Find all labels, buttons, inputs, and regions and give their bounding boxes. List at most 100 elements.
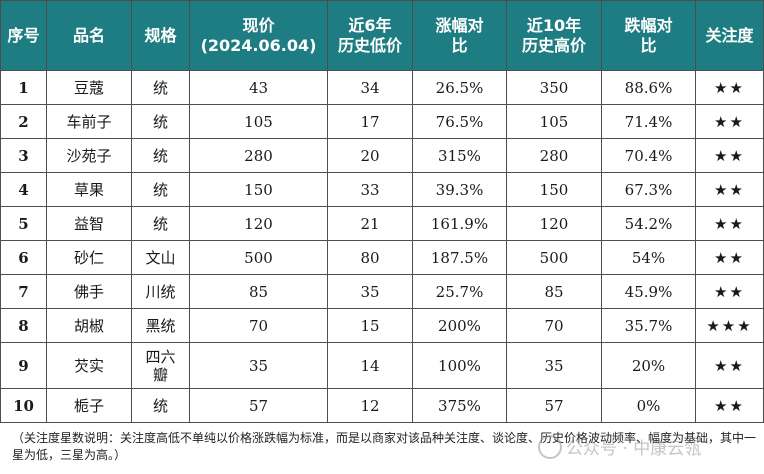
cell-attention-stars: ★★ — [695, 104, 764, 139]
cell-attention-stars: ★★ — [695, 240, 764, 275]
cell-10yr-high: 150 — [506, 172, 602, 207]
cell-spec: 统 — [131, 172, 190, 207]
cell-attention-stars: ★★ — [695, 274, 764, 309]
cell-rise: 375% — [412, 388, 507, 423]
table-row: 8 胡椒 黑统 70 15 200% 70 35.7% ★★★ — [0, 308, 764, 343]
cell-fall: 0% — [601, 388, 696, 423]
cell-fall: 71.4% — [601, 104, 696, 139]
table-row: 1 豆蔻 统 43 34 26.5% 350 88.6% ★★ — [0, 70, 764, 105]
cell-current-price: 105 — [189, 104, 328, 139]
cell-name: 胡椒 — [46, 308, 132, 343]
cell-attention-stars: ★★★ — [695, 308, 764, 343]
cell-no: 4 — [0, 172, 47, 207]
cell-name: 佛手 — [46, 274, 132, 309]
cell-10yr-high: 57 — [506, 388, 602, 423]
header-attention: 关注度 — [695, 0, 764, 71]
attention-rating-note: （关注度星数说明：关注度高低不单纯以价格涨跌幅为标准，而是以商家对该品种关注度、… — [12, 431, 757, 462]
cell-rise: 200% — [412, 308, 507, 343]
cell-6yr-low: 15 — [327, 308, 413, 343]
cell-10yr-high: 85 — [506, 274, 602, 309]
cell-current-price: 35 — [189, 342, 328, 389]
cell-spec: 四六瓣 — [131, 342, 190, 389]
cell-spec: 统 — [131, 138, 190, 173]
cell-spec: 川统 — [131, 274, 190, 309]
header-6yr-low: 近6年 历史低价 — [327, 0, 413, 71]
cell-fall: 20% — [601, 342, 696, 389]
cell-no: 5 — [0, 206, 47, 241]
cell-fall: 70.4% — [601, 138, 696, 173]
cell-spec: 黑统 — [131, 308, 190, 343]
watermark: 公众号 · 中康云瓴 — [538, 434, 701, 459]
cell-no: 7 — [0, 274, 47, 309]
cell-6yr-low: 80 — [327, 240, 413, 275]
cell-10yr-high: 120 — [506, 206, 602, 241]
price-comparison-table: 序号 品名 规格 现价 (2024.06.04) 近6年 历史低价 涨幅对比 近10… — [0, 0, 764, 423]
cell-6yr-low: 14 — [327, 342, 413, 389]
cell-spec: 统 — [131, 388, 190, 423]
cell-rise: 315% — [412, 138, 507, 173]
cell-10yr-high: 35 — [506, 342, 602, 389]
header-name: 品名 — [46, 0, 132, 71]
cell-no: 10 — [0, 388, 47, 423]
cell-rise: 39.3% — [412, 172, 507, 207]
cell-attention-stars: ★★ — [695, 70, 764, 105]
table-row: 5 益智 统 120 21 161.9% 120 54.2% ★★ — [0, 206, 764, 241]
cell-fall: 54% — [601, 240, 696, 275]
header-spec: 规格 — [131, 0, 190, 71]
cell-current-price: 150 — [189, 172, 328, 207]
cell-6yr-low: 33 — [327, 172, 413, 207]
cell-6yr-low: 35 — [327, 274, 413, 309]
watermark-logo-icon — [538, 434, 562, 459]
cell-fall: 67.3% — [601, 172, 696, 207]
cell-attention-stars: ★★ — [695, 206, 764, 241]
cell-rise: 187.5% — [412, 240, 507, 275]
cell-fall: 88.6% — [601, 70, 696, 105]
header-row: 序号 品名 规格 现价 (2024.06.04) 近6年 历史低价 涨幅对比 近10… — [0, 0, 764, 71]
header-fall-compare: 跌幅对比 — [601, 0, 696, 71]
cell-spec: 文山 — [131, 240, 190, 275]
cell-name: 车前子 — [46, 104, 132, 139]
cell-name: 草果 — [46, 172, 132, 207]
cell-no: 2 — [0, 104, 47, 139]
cell-current-price: 280 — [189, 138, 328, 173]
cell-spec: 统 — [131, 104, 190, 139]
cell-6yr-low: 12 — [327, 388, 413, 423]
table-row: 6 砂仁 文山 500 80 187.5% 500 54% ★★ — [0, 240, 764, 275]
cell-name: 芡实 — [46, 342, 132, 389]
cell-6yr-low: 21 — [327, 206, 413, 241]
cell-spec: 统 — [131, 206, 190, 241]
table-row: 10 栀子 统 57 12 375% 57 0% ★★ — [0, 388, 764, 423]
cell-10yr-high: 70 — [506, 308, 602, 343]
cell-fall: 54.2% — [601, 206, 696, 241]
header-rise-compare: 涨幅对比 — [412, 0, 507, 71]
cell-no: 1 — [0, 70, 47, 105]
cell-10yr-high: 350 — [506, 70, 602, 105]
cell-name: 砂仁 — [46, 240, 132, 275]
cell-no: 6 — [0, 240, 47, 275]
cell-attention-stars: ★★ — [695, 172, 764, 207]
cell-attention-stars: ★★ — [695, 342, 764, 389]
table-row: 9 芡实 四六瓣 35 14 100% 35 20% ★★ — [0, 342, 764, 389]
cell-name: 沙苑子 — [46, 138, 132, 173]
cell-10yr-high: 280 — [506, 138, 602, 173]
header-10yr-high: 近10年 历史高价 — [506, 0, 602, 71]
cell-fall: 45.9% — [601, 274, 696, 309]
cell-6yr-low: 34 — [327, 70, 413, 105]
header-no: 序号 — [0, 0, 47, 71]
cell-rise: 76.5% — [412, 104, 507, 139]
table-row: 7 佛手 川统 85 35 25.7% 85 45.9% ★★ — [0, 274, 764, 309]
cell-name: 栀子 — [46, 388, 132, 423]
cell-attention-stars: ★★ — [695, 388, 764, 423]
cell-current-price: 85 — [189, 274, 328, 309]
table-row: 2 车前子 统 105 17 76.5% 105 71.4% ★★ — [0, 104, 764, 139]
cell-6yr-low: 17 — [327, 104, 413, 139]
cell-no: 9 — [0, 342, 47, 389]
cell-current-price: 500 — [189, 240, 328, 275]
cell-name: 益智 — [46, 206, 132, 241]
cell-rise: 100% — [412, 342, 507, 389]
cell-no: 3 — [0, 138, 47, 173]
header-current-price: 现价 (2024.06.04) — [189, 0, 328, 71]
cell-name: 豆蔻 — [46, 70, 132, 105]
cell-10yr-high: 105 — [506, 104, 602, 139]
cell-10yr-high: 500 — [506, 240, 602, 275]
